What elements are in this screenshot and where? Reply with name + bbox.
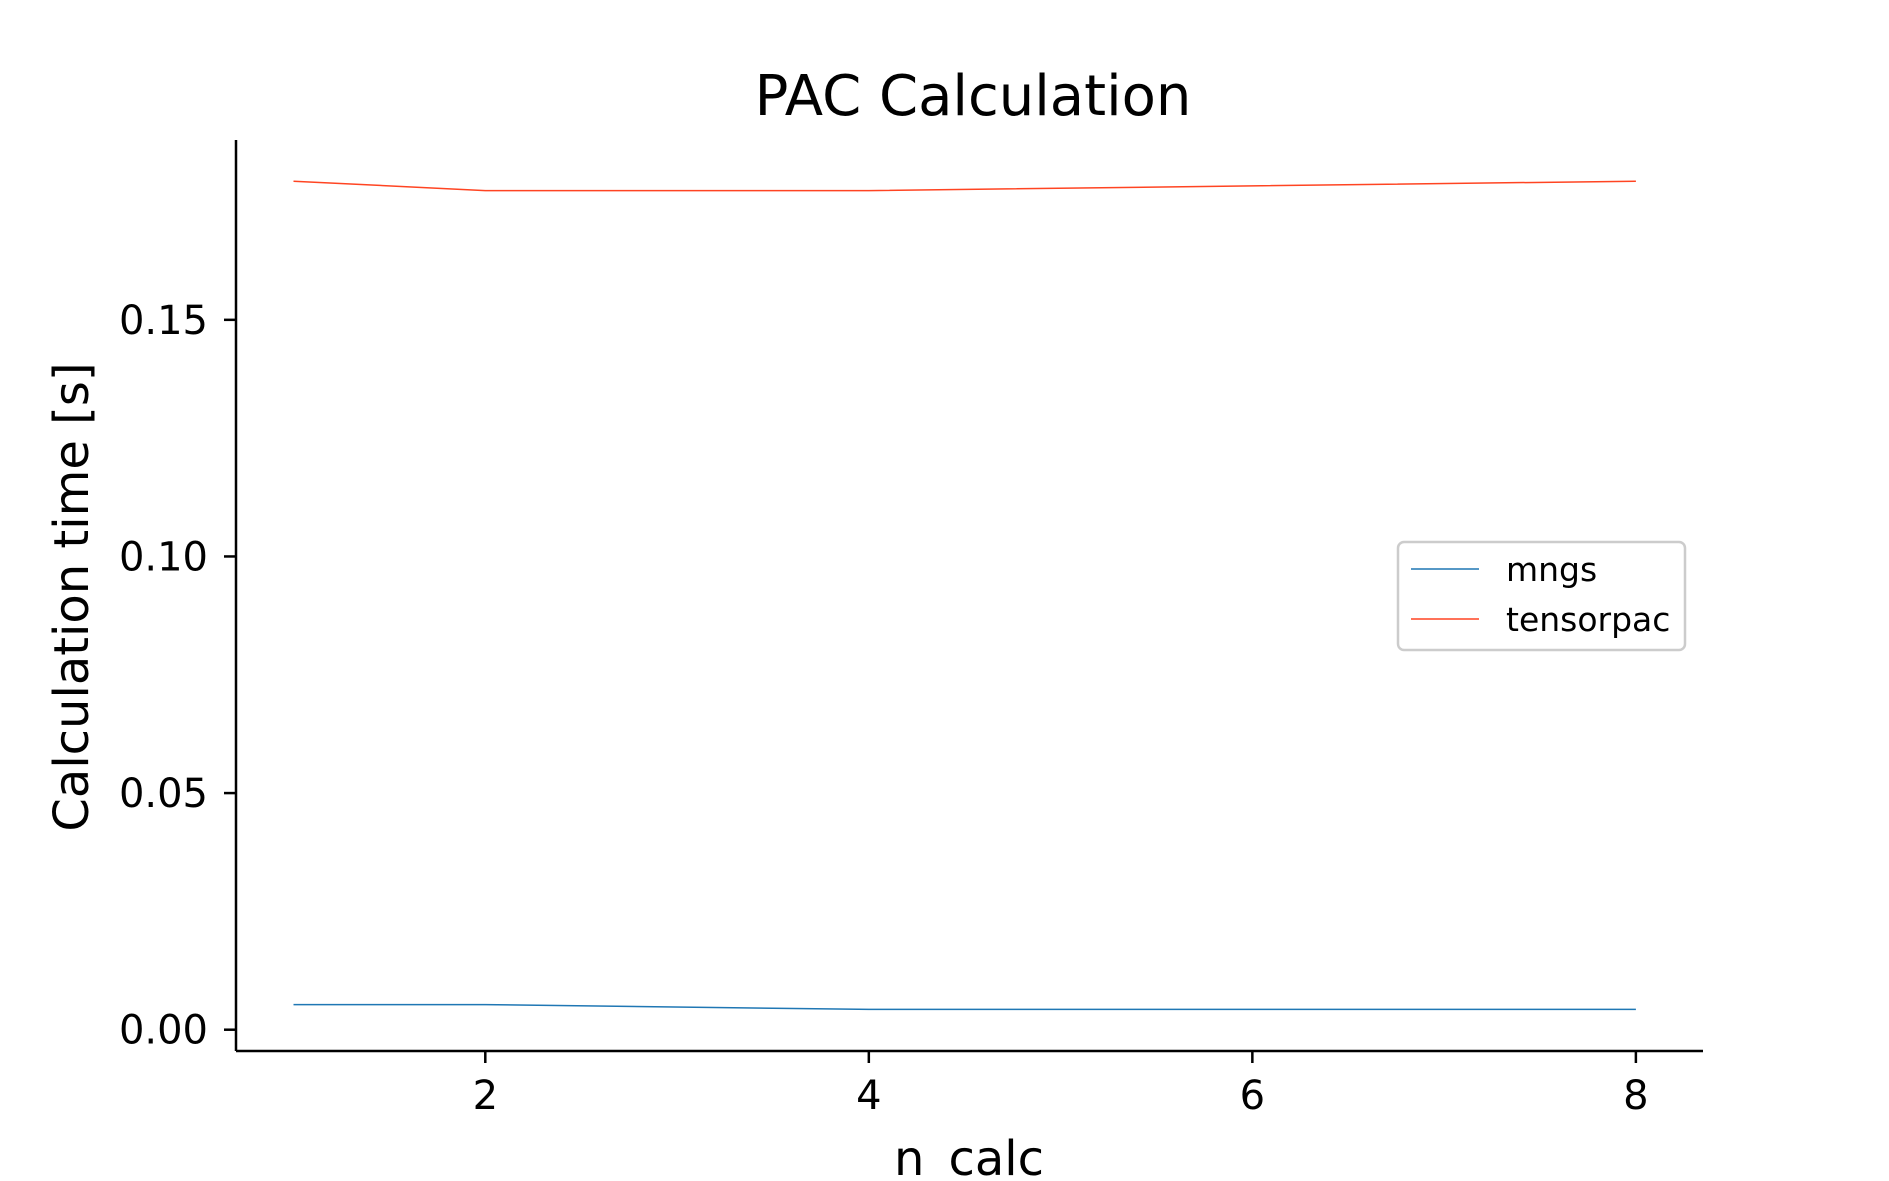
data-point-tensorpac-4 bbox=[1635, 181, 1636, 182]
data-point-tensorpac-0 bbox=[293, 181, 294, 182]
y-tick-label: 0.15 bbox=[119, 298, 208, 344]
x-axis-ticks: 2 4 6 8 bbox=[473, 1051, 1649, 1119]
x-tick-label: 6 bbox=[1240, 1073, 1265, 1119]
x-tick-label: 2 bbox=[473, 1073, 498, 1119]
x-axis-label: n_calc bbox=[894, 1131, 1044, 1181]
x-tick-label: 8 bbox=[1623, 1073, 1648, 1119]
y-axis-label: Calculation time [s] bbox=[44, 362, 100, 831]
data-point-tensorpac-2 bbox=[868, 190, 869, 191]
y-tick-label: 0.00 bbox=[119, 1008, 208, 1054]
legend: mngs tensorpac bbox=[1396, 540, 1687, 652]
data-point-mngs-3 bbox=[1252, 1009, 1253, 1010]
legend-label-tensorpac: tensorpac bbox=[1506, 600, 1670, 639]
data-point-tensorpac-1 bbox=[485, 190, 486, 191]
series-line-tensorpac bbox=[293, 180, 1636, 192]
series-line-mngs bbox=[293, 1003, 1636, 1011]
y-tick-label: 0.05 bbox=[119, 771, 208, 817]
data-point-tensorpac-3 bbox=[1252, 185, 1253, 186]
plot-area bbox=[293, 180, 1636, 1011]
data-point-mngs-2 bbox=[868, 1009, 869, 1010]
legend-label-mngs: mngs bbox=[1506, 550, 1597, 589]
x-tick-label: 4 bbox=[856, 1073, 881, 1119]
data-point-mngs-0 bbox=[293, 1004, 294, 1005]
chart-title: PAC Calculation bbox=[755, 64, 1192, 129]
y-axis-ticks: 0.00 0.05 0.10 0.15 bbox=[119, 298, 236, 1054]
data-point-mngs-4 bbox=[1635, 1009, 1636, 1010]
y-tick-label: 0.10 bbox=[119, 534, 208, 580]
data-point-mngs-1 bbox=[485, 1004, 486, 1005]
